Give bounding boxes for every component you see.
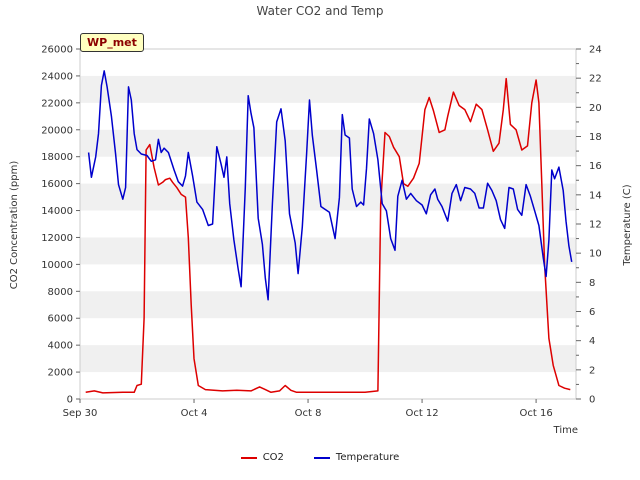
grid-band xyxy=(80,75,576,103)
x-axis: Sep 30 Oct 4 Oct 8 Oct 12 Oct 16 xyxy=(63,399,553,419)
right-tick-label: 2 xyxy=(589,365,595,376)
left-tick-label: 20000 xyxy=(41,125,73,136)
right-tick-label: 12 xyxy=(589,220,602,231)
x-axis-label: Time xyxy=(553,425,578,436)
left-tick-label: 10000 xyxy=(41,260,73,271)
legend-item-co2: CO2 xyxy=(240,452,284,463)
right-tick-label: 24 xyxy=(589,45,602,56)
right-tick-label: 8 xyxy=(589,278,595,289)
grid-band xyxy=(80,183,576,211)
right-tick-label: 14 xyxy=(589,190,602,201)
right-tick-label: 0 xyxy=(589,395,595,406)
left-tick-label: 26000 xyxy=(41,45,73,56)
left-tick-label: 24000 xyxy=(41,71,73,82)
right-tick-label: 16 xyxy=(589,161,602,172)
right-axis-label: Temperature (C) xyxy=(622,184,633,266)
left-tick-label: 4000 xyxy=(48,341,73,352)
x-tick-label: Oct 4 xyxy=(181,408,208,419)
x-tick-label: Oct 16 xyxy=(519,408,552,419)
x-tick-label: Oct 12 xyxy=(405,408,438,419)
legend-item-temperature: Temperature xyxy=(313,452,400,463)
grid-band xyxy=(80,345,576,373)
left-tick-label: 16000 xyxy=(41,179,73,190)
left-tick-label: 8000 xyxy=(48,287,73,298)
grid-bands xyxy=(80,75,576,373)
legend-swatch-co2 xyxy=(240,456,257,459)
legend-label-co2: CO2 xyxy=(262,452,284,463)
x-tick-label: Sep 30 xyxy=(63,408,98,419)
right-tick-label: 20 xyxy=(589,103,602,114)
legend-label-temperature: Temperature xyxy=(335,452,400,463)
grid-band xyxy=(80,237,576,265)
left-tick-label: 22000 xyxy=(41,98,73,109)
legend-swatch-temperature xyxy=(313,456,330,459)
legend: CO2 Temperature xyxy=(0,452,640,463)
right-tick-label: 10 xyxy=(589,249,602,260)
right-tick-label: 22 xyxy=(589,74,602,85)
right-tick-label: 6 xyxy=(589,307,595,318)
left-tick-label: 18000 xyxy=(41,152,73,163)
left-tick-label: 6000 xyxy=(48,314,73,325)
right-tick-label: 18 xyxy=(589,132,602,143)
grid-band xyxy=(80,291,576,319)
left-tick-label: 2000 xyxy=(48,368,73,379)
left-tick-label: 0 xyxy=(67,395,73,406)
left-tick-label: 12000 xyxy=(41,233,73,244)
series-line-temperature xyxy=(87,70,573,301)
series-layer xyxy=(85,70,573,394)
right-tick-label: 4 xyxy=(589,336,595,347)
grid-band xyxy=(80,129,576,157)
left-tick-label: 14000 xyxy=(41,206,73,217)
site-badge: WP_met xyxy=(80,33,144,52)
chart-title: Water CO2 and Temp xyxy=(257,4,384,18)
x-tick-label: Oct 8 xyxy=(295,408,322,419)
left-axis-label: CO2 Concentration (ppm) xyxy=(9,161,20,290)
left-axis: 0 2000 4000 6000 8000 10000 12000 14000 16000 180… xyxy=(41,45,80,406)
series-line-co2 xyxy=(85,77,571,394)
